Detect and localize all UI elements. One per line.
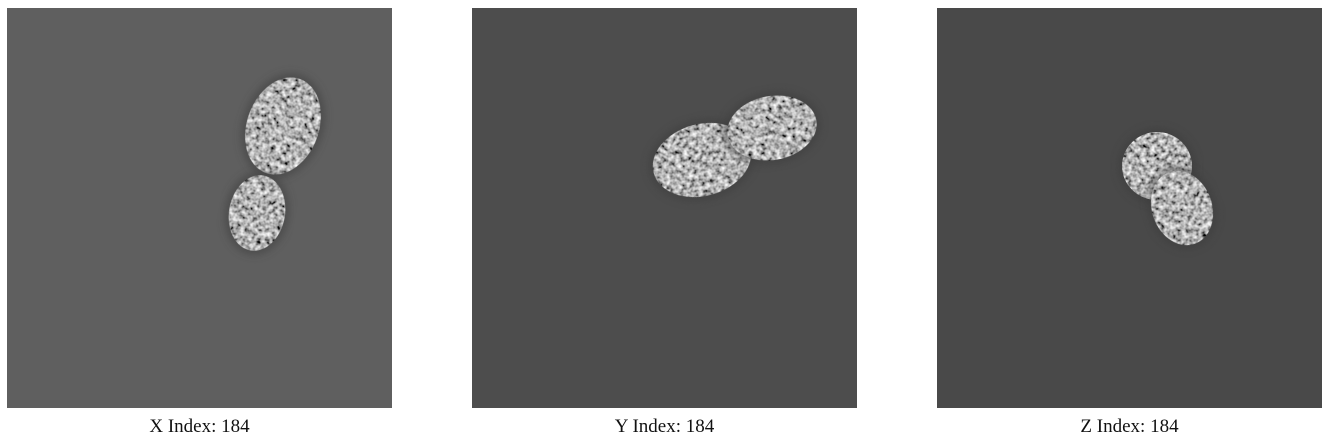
slice-background [7,8,392,408]
slice-background [472,8,857,408]
image-panel [472,8,857,408]
caption: Y Index: 184 [615,416,715,437]
image-panel [937,8,1322,408]
figure: X Index: 184 Y Index: 184 Z Index: 184 [0,0,1327,443]
slice-background [937,8,1322,408]
page: X Index: 184Y Index: 184Z Index: 184 (()… [0,0,1327,443]
caption: Z Index: 184 [1080,416,1179,437]
image-panel [7,8,392,408]
caption: X Index: 184 [149,416,250,437]
